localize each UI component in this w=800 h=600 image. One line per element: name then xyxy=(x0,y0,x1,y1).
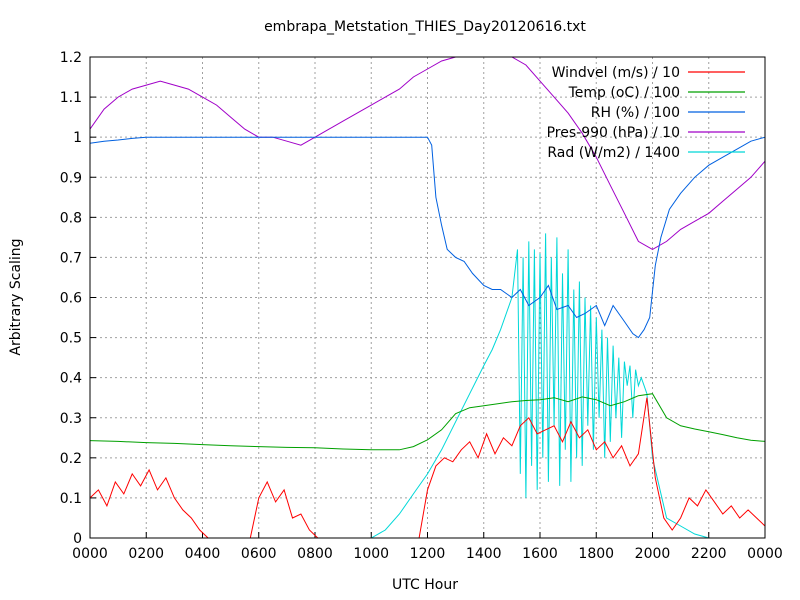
plot-frame xyxy=(89,56,766,539)
legend-label: Temp (oC) / 100 xyxy=(568,85,680,101)
chart-title: embrapa_Metstation_THIES_Day20120616.txt xyxy=(264,19,586,35)
x-axis-label: UTC Hour xyxy=(392,577,458,593)
x-tick-label: 2200 xyxy=(691,546,727,562)
legend-label: Pres-990 (hPa) / 10 xyxy=(547,125,680,141)
series-line-3 xyxy=(89,136,766,339)
y-tick-label: 0.9 xyxy=(60,170,82,186)
legend-label: Windvel (m/s) / 10 xyxy=(552,65,680,81)
y-tick-label: 0 xyxy=(73,531,82,547)
x-tick-label: 0800 xyxy=(297,546,333,562)
legend-label: Rad (W/m2) / 1400 xyxy=(547,145,680,161)
x-tick-label: 0600 xyxy=(241,546,277,562)
y-tick-label: 0.5 xyxy=(60,331,82,347)
x-tick-label: 0000 xyxy=(747,546,783,562)
x-tick-label: 0200 xyxy=(128,546,164,562)
legend-label: RH (%) / 100 xyxy=(591,105,680,121)
x-tick-label: 1000 xyxy=(353,546,389,562)
y-tick-label: 0.3 xyxy=(60,411,82,427)
tick-labels: 0000 0200 0400 0600 0800 1000 1200 1400 1600 1800… xyxy=(60,50,783,562)
y-tick-label: 0.6 xyxy=(60,291,82,307)
plot-area xyxy=(89,56,766,539)
x-tick-label: 1600 xyxy=(522,546,558,562)
x-tick-label: 2000 xyxy=(635,546,671,562)
series-line-2 xyxy=(89,393,766,451)
x-tick-label: 1800 xyxy=(578,546,614,562)
y-tick-label: 0.7 xyxy=(60,250,82,266)
x-tick-label: 0400 xyxy=(185,546,221,562)
y-tick-label: 0.8 xyxy=(60,210,82,226)
y-tick-label: 0.1 xyxy=(60,491,82,507)
y-tick-label: 1.2 xyxy=(60,50,82,66)
x-tick-label: 1200 xyxy=(410,546,446,562)
y-tick-label: 1 xyxy=(73,130,82,146)
series-line-5 xyxy=(371,233,709,539)
y-tick-label: 1.1 xyxy=(60,90,82,106)
y-axis-label: Arbitrary Scaling xyxy=(8,238,24,355)
x-tick-label: 0000 xyxy=(72,546,108,562)
y-tick-label: 0.4 xyxy=(60,371,82,387)
y-tick-label: 0.2 xyxy=(60,451,82,467)
legend: Windvel (m/s) / 10 Temp (oC) / 100 RH (%) … xyxy=(547,65,745,161)
series-line-1 xyxy=(89,397,766,539)
x-tick-label: 1400 xyxy=(466,546,502,562)
series-line-4 xyxy=(89,56,766,250)
